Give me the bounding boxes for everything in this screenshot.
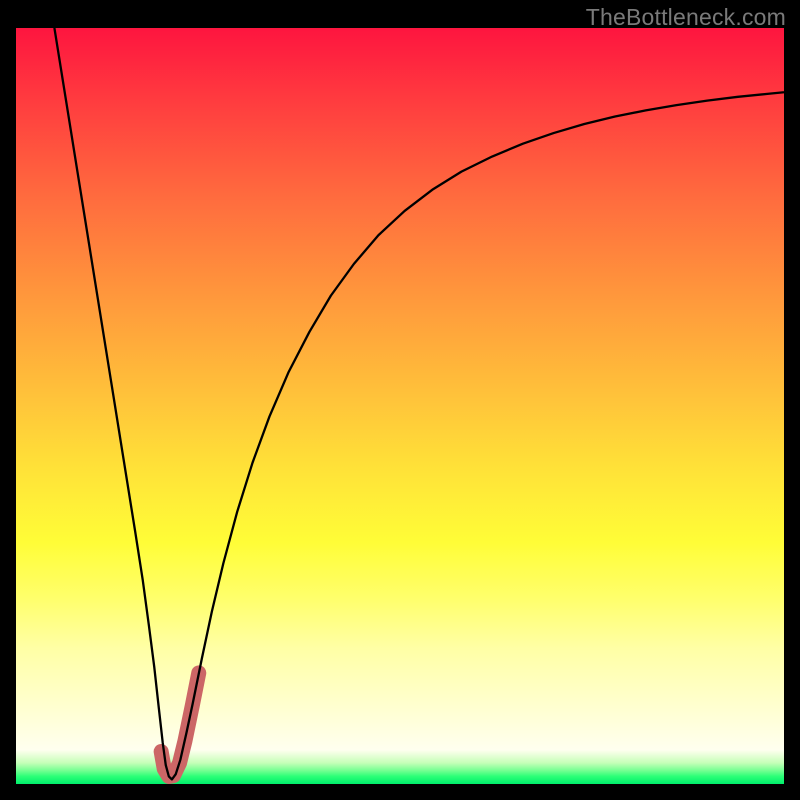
chart-svg	[16, 28, 784, 784]
bottleneck-chart	[16, 28, 784, 784]
watermark-text: TheBottleneck.com	[586, 4, 786, 31]
chart-background	[16, 28, 784, 784]
